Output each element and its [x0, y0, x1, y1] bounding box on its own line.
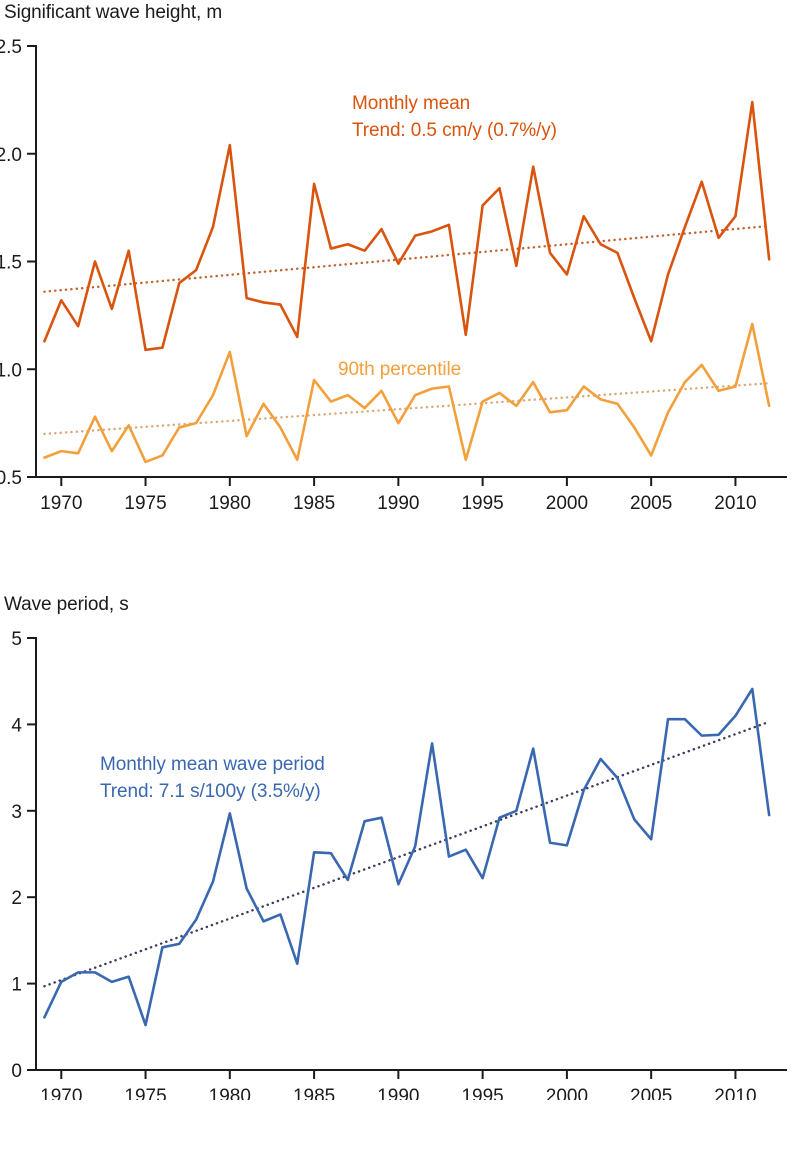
x-tick-label: 1970	[40, 493, 82, 514]
trend-line-2	[43, 382, 771, 436]
annotation-wave-period-trend: Trend: 7.1 s/100y (3.5%/y)	[100, 781, 321, 802]
x-tick-label: 1980	[209, 1086, 251, 1100]
chart-svg-wave-period: 0 1 2 3 4 5 1970 1975 1980 1985 1990 1995 2000 2005 20…	[11, 629, 787, 1100]
y-tick-label: 4	[11, 715, 22, 736]
x-tick-label: 2010	[714, 493, 756, 514]
x-tick-label: 2005	[630, 493, 672, 514]
y-tick-label: 5	[11, 629, 22, 650]
chart-title-wave-height: Significant wave height, m	[4, 2, 223, 23]
chart-panel-wave-period: Wave period, s 0 1 2 3 4 5 1970 1975 1980 1985 199…	[0, 570, 800, 1152]
x-tick-label: 2000	[546, 1086, 588, 1100]
series-line-2	[43, 322, 771, 464]
trend-line-1	[43, 224, 771, 293]
x-tick-label: 1975	[124, 493, 166, 514]
x-tick-label: 1975	[124, 1086, 166, 1100]
x-tick-label: 1970	[40, 1086, 82, 1100]
annotation-monthly-mean-title: Monthly mean	[352, 93, 470, 114]
x-tick-label: 1990	[377, 493, 419, 514]
y-tick-label: 3	[11, 802, 22, 823]
series-line-1	[43, 687, 771, 1027]
y-tick-label: 0.5	[0, 468, 22, 489]
y-tick-label: 2	[11, 888, 22, 909]
annotation-monthly-mean-trend: Trend: 0.5 cm/y (0.7%/y)	[352, 120, 557, 141]
annotation-wave-period-title: Monthly mean wave period	[100, 754, 325, 775]
x-tick-label: 2005	[630, 1086, 672, 1100]
x-tick-label: 1985	[293, 1086, 335, 1100]
x-tick-label: 1995	[461, 1086, 503, 1100]
y-tick-label: 2.0	[0, 145, 22, 166]
annotation-90th-percentile: 90th percentile	[338, 359, 461, 380]
x-tick-label: 1985	[293, 493, 335, 514]
x-tick-label: 1995	[461, 493, 503, 514]
x-tick-label: 2000	[546, 493, 588, 514]
x-tick-label: 1990	[377, 1086, 419, 1100]
y-tick-label: 1.0	[0, 360, 22, 381]
y-tick-label: 1.5	[0, 253, 22, 274]
y-tick-label: 1	[11, 975, 22, 996]
chart-title-wave-period: Wave period, s	[4, 594, 129, 615]
y-tick-label: 2.5	[0, 37, 22, 58]
trend-line-1	[43, 720, 771, 988]
y-tick-label: 0	[11, 1061, 22, 1082]
x-tick-label: 2010	[714, 1086, 756, 1100]
x-tick-label: 1980	[209, 493, 251, 514]
chart-svg-wave-height: 0.5 1.0 1.5 2.0 2.5 1970 1975 1980 1985 1990 1995 2…	[0, 37, 787, 514]
series-line-1	[43, 100, 771, 352]
chart-panel-wave-height: Significant wave height, m 0.5 1.0 1.5 2.0 2…	[0, 0, 800, 570]
